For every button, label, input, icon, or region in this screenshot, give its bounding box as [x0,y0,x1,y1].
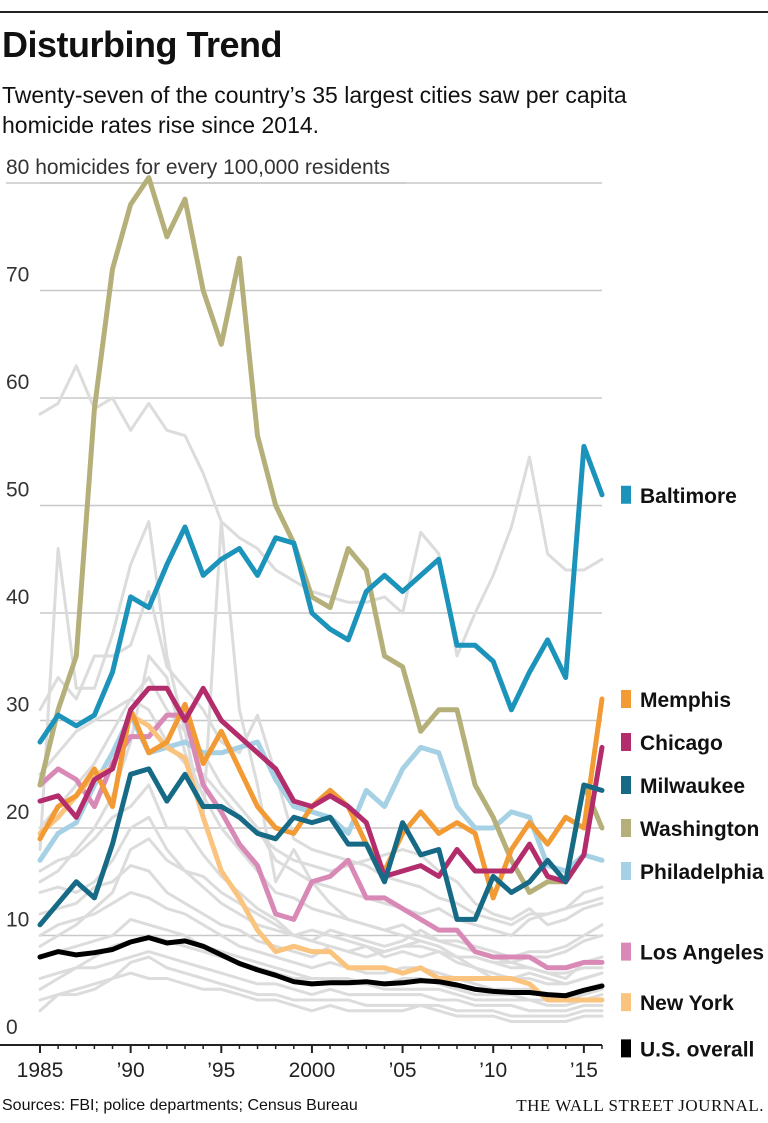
x-tick-label-2005: ’05 [389,1059,417,1082]
x-tick-label-2015: ’15 [570,1059,598,1082]
y-tick-label-10: 10 [6,909,29,932]
background-city-line-14 [38,837,604,964]
series-line-milwaukee [37,766,605,928]
y-tick-label-70: 70 [6,264,29,287]
y-tick-label-20: 20 [6,801,29,824]
background-city-line-9 [38,950,604,1013]
legend-swatch-los-angeles [621,942,631,961]
legend-swatch-u-s-overall [621,1039,631,1058]
source-note: Sources: FBI; police departments; Census… [2,1097,358,1114]
series-line-chicago [37,685,605,885]
x-tick-label-1995: ’95 [207,1059,235,1082]
series-line-los-angeles [37,712,605,971]
top-rule [0,11,768,13]
chart-subtitle: Twenty-seven of the country’s 35 largest… [2,82,627,138]
legend-label-los-angeles: Los Angeles [640,942,764,965]
legend-swatch-chicago [621,733,631,751]
y-tick-label-50: 50 [6,479,29,502]
legend-swatch-washington [621,819,631,837]
legend-swatch-philadelphia [621,862,631,880]
y-tick-label-60: 60 [6,371,29,394]
legend-label-philadelphia: Philadelphia [640,861,764,884]
legend-label-u-s-overall: U.S. overall [640,1038,754,1061]
legend-label-baltimore: Baltimore [640,485,737,508]
legend-swatch-baltimore [621,485,631,504]
publisher-logo: THE WALL STREET JOURNAL. [516,1096,764,1115]
series-line-baltimore [37,443,605,745]
background-city-line-15 [38,697,604,927]
legend-swatch-new-york [621,993,631,1012]
x-tick-label-2000: 2000 [289,1059,336,1082]
legend-label-chicago: Chicago [640,732,723,755]
y-tick-label-30: 30 [6,694,29,717]
chart-title: Disturbing Trend [2,24,283,65]
background-city-line-3 [38,590,604,927]
x-tick-label-1985: 1985 [17,1059,64,1082]
y-tick-label-40: 40 [6,586,29,609]
legend-label-washington: Washington [640,818,759,841]
background-city-line-16 [38,955,604,1018]
background-city-line-10 [38,676,604,937]
legend-label-milwaukee: Milwaukee [640,775,745,798]
legend-swatch-milwaukee [621,776,631,794]
series-line-u-s-overall [37,935,605,999]
background-city-line-13 [38,971,604,1023]
x-tick-label-2010: ’10 [479,1059,507,1082]
y-axis-label: 80 homicides for every 100,000 residents [6,156,390,179]
legend-label-memphis: Memphis [640,689,731,712]
series-line-washington [37,175,605,895]
background-city-line-1 [38,364,604,658]
x-tick-label-1990: ’90 [117,1059,145,1082]
background-city-line-7 [38,891,604,997]
legend-label-new-york: New York [640,992,734,1015]
y-tick-label-0: 0 [6,1016,18,1039]
legend-swatch-memphis [621,690,631,708]
background-city-line-5 [38,815,604,980]
